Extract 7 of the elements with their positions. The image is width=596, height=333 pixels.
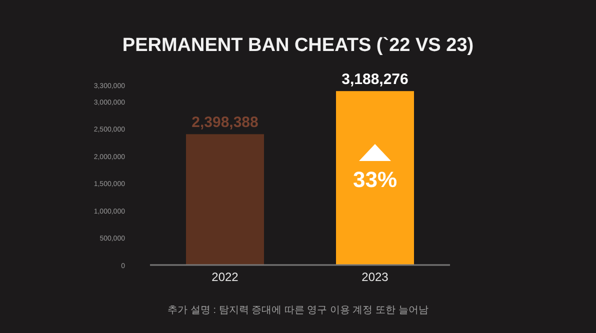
chart-title: PERMANENT BAN CHEATS (`22 VS 23) [122,35,474,56]
data-label: 2,398,388 [192,114,258,132]
x-tick-label: 2023 [362,270,389,284]
data-label: 3,188,276 [342,71,408,88]
x-tick-label: 2022 [212,270,239,284]
annotation: 33% [352,167,398,192]
text: 추가 설명 : 탐지력 증대에 따른 영구 이용 계정 또한 늘어남 [168,305,428,316]
